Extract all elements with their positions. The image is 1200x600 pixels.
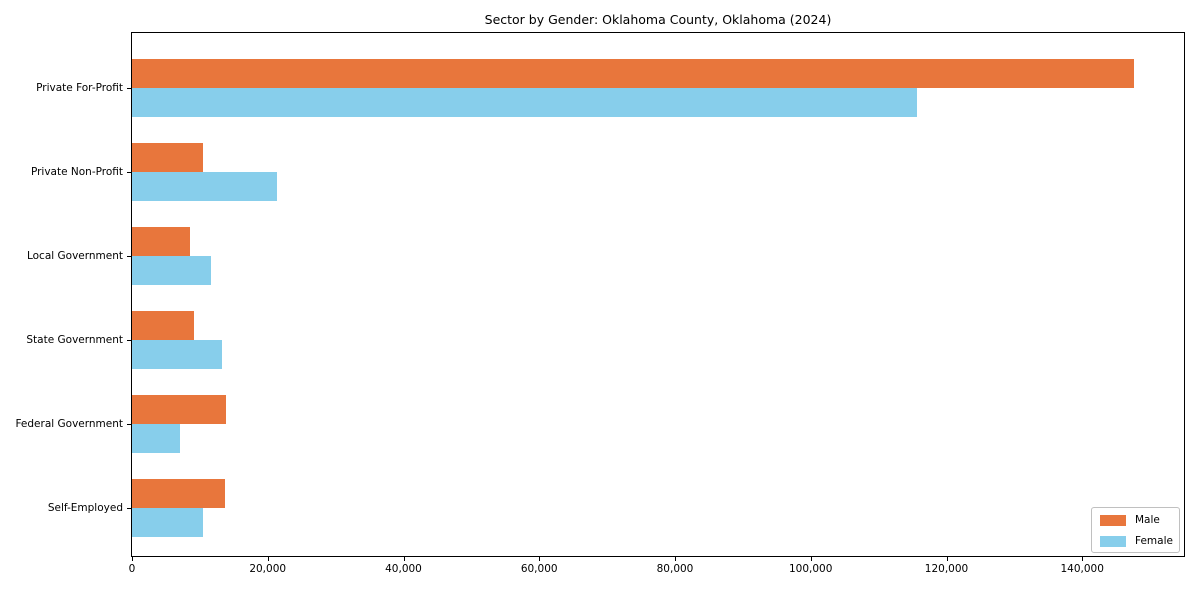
y-tick-3 [127, 340, 131, 341]
x-axis-label-7: 140,000 [1060, 563, 1104, 575]
x-tick-0 [132, 557, 133, 561]
y-tick-0 [127, 88, 131, 89]
x-tick-1 [267, 557, 269, 561]
bar-male-2 [132, 227, 190, 256]
plot-area [131, 32, 1185, 557]
y-tick-1 [127, 172, 131, 173]
x-axis-label-4: 80,000 [656, 563, 694, 575]
legend-swatch-male [1100, 514, 1126, 526]
bar-female-3 [132, 340, 222, 369]
y-axis-label-3: State Government [26, 334, 123, 346]
y-tick-2 [127, 256, 131, 257]
chart-title: Sector by Gender: Oklahoma County, Oklah… [484, 12, 832, 27]
legend-entry-female: Female [1100, 535, 1173, 547]
x-axis-label-2: 40,000 [385, 563, 422, 575]
x-tick-4 [675, 557, 676, 561]
bar-male-0 [132, 59, 1134, 88]
bar-male-5 [132, 479, 225, 508]
x-axis-label-6: 120,000 [924, 563, 969, 575]
x-axis-label-1: 20,000 [249, 563, 287, 575]
x-tick-3 [539, 557, 541, 561]
y-axis-label-5: Self-Employed [47, 502, 123, 514]
y-axis-label-1: Private Non-Profit [30, 166, 123, 178]
legend: Male Female [1091, 507, 1180, 553]
x-axis-label-3: 60,000 [520, 563, 558, 575]
bar-male-4 [132, 395, 226, 424]
y-axis-label-4: Federal Government [15, 418, 123, 430]
y-tick-4 [127, 424, 131, 425]
x-axis-label-0: 0 [128, 563, 136, 575]
bar-male-1 [132, 143, 203, 172]
legend-label-female: Female [1135, 535, 1173, 547]
y-tick-5 [127, 508, 131, 509]
bar-female-0 [132, 88, 918, 117]
x-tick-6 [946, 557, 948, 561]
legend-entry-male: Male [1100, 514, 1171, 526]
x-tick-2 [403, 557, 405, 561]
bar-female-2 [132, 256, 211, 285]
y-axis-label-0: Private For-Profit [36, 82, 123, 94]
bar-female-5 [132, 508, 204, 537]
legend-label-male: Male [1135, 514, 1160, 526]
x-tick-5 [810, 557, 812, 561]
bar-female-4 [132, 424, 180, 453]
legend-swatch-female [1100, 535, 1126, 547]
bar-female-1 [132, 172, 277, 201]
x-axis-label-5: 100,000 [788, 563, 833, 575]
bar-male-3 [132, 311, 195, 340]
y-axis-label-2: Local Government [26, 250, 123, 262]
x-tick-7 [1082, 557, 1084, 561]
